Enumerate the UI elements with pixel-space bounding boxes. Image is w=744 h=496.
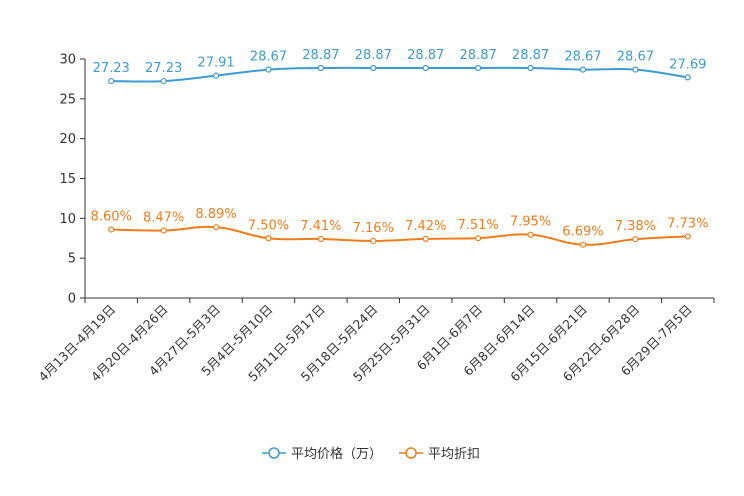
data-label: 28.87	[355, 48, 392, 63]
data-point[interactable]	[632, 66, 639, 73]
data-point[interactable]	[527, 64, 534, 72]
data-label: 8.89%	[195, 207, 236, 222]
legend-marker-icon	[405, 447, 417, 459]
data-label: 28.87	[302, 48, 339, 63]
legend-marker-icon	[268, 447, 280, 459]
series-layer: 27.23 27.23 27.91 28.67 28.87 28.87 28.87 28.87…	[91, 48, 708, 248]
data-label: 28.67	[250, 50, 287, 65]
data-label: 7.38%	[615, 219, 656, 234]
data-label: 27.23	[145, 61, 182, 76]
data-label: 28.67	[564, 50, 601, 65]
y-tick-label: 15	[59, 172, 76, 187]
data-point[interactable]	[579, 241, 587, 248]
data-label: 28.87	[512, 48, 549, 63]
data-label: 27.23	[93, 61, 130, 76]
data-point[interactable]	[684, 233, 691, 240]
legend[interactable]: 平均价格（万） 平均折扣	[262, 446, 480, 462]
legend-label: 平均价格（万）	[291, 446, 382, 462]
x-axis-ticks: 4月13日-4月19日4月20日-4月26日4月27日-5月3日5月4日-5月1…	[35, 298, 715, 384]
data-label: 7.41%	[300, 219, 341, 234]
data-point[interactable]	[422, 64, 429, 72]
data-label: 28.87	[460, 48, 497, 63]
data-point[interactable]	[160, 77, 167, 85]
data-label: 28.87	[407, 48, 444, 63]
data-label: 7.95%	[510, 215, 551, 230]
legend-item-average-price[interactable]: 平均价格（万）	[262, 446, 382, 462]
data-label: 28.67	[617, 50, 654, 65]
data-label: 8.47%	[143, 211, 184, 226]
data-point[interactable]	[527, 231, 534, 238]
data-point[interactable]	[370, 64, 377, 72]
legend-label: 平均折扣	[428, 447, 480, 462]
data-label: 7.16%	[353, 221, 394, 236]
data-point[interactable]	[632, 236, 639, 243]
data-point[interactable]	[579, 66, 587, 73]
y-tick-label: 10	[59, 212, 76, 227]
data-point[interactable]	[212, 224, 220, 231]
data-point[interactable]	[108, 226, 115, 233]
y-tick-label: 25	[59, 92, 76, 107]
y-tick-label: 5	[68, 252, 76, 267]
y-tick-label: 0	[68, 292, 76, 307]
y-tick-label: 30	[59, 53, 76, 68]
data-point[interactable]	[108, 77, 115, 85]
series-average-discount: 8.60% 8.47% 8.89% 7.50% 7.41% 7.16% 7.42% 7.51%…	[91, 207, 708, 248]
series-line	[111, 225, 688, 246]
axes	[84, 59, 714, 299]
data-label: 7.50%	[248, 218, 289, 233]
legend-item-average-discount[interactable]: 平均折扣	[399, 447, 480, 462]
data-point[interactable]	[370, 237, 377, 245]
data-point[interactable]	[265, 66, 272, 73]
data-label: 6.69%	[562, 225, 603, 240]
data-point[interactable]	[317, 64, 324, 72]
series-line	[111, 66, 688, 83]
data-point[interactable]	[684, 74, 691, 81]
y-axis-ticks: 0 5 10 15 20 25 30	[59, 53, 85, 307]
data-label: 27.69	[669, 57, 706, 72]
data-point[interactable]	[212, 72, 220, 79]
data-label: 7.73%	[667, 216, 708, 231]
data-point[interactable]	[160, 227, 167, 234]
data-point[interactable]	[265, 235, 272, 242]
data-label: 8.60%	[91, 209, 132, 224]
data-label: 7.42%	[405, 219, 446, 234]
data-label: 27.91	[197, 56, 234, 71]
y-tick-label: 20	[59, 132, 76, 147]
data-point[interactable]	[317, 235, 324, 243]
data-label: 7.51%	[457, 218, 498, 233]
data-point[interactable]	[475, 64, 482, 72]
series-average-price: 27.23 27.23 27.91 28.67 28.87 28.87 28.87 28.87…	[93, 48, 706, 85]
data-point[interactable]	[475, 235, 482, 242]
data-point[interactable]	[422, 235, 429, 242]
